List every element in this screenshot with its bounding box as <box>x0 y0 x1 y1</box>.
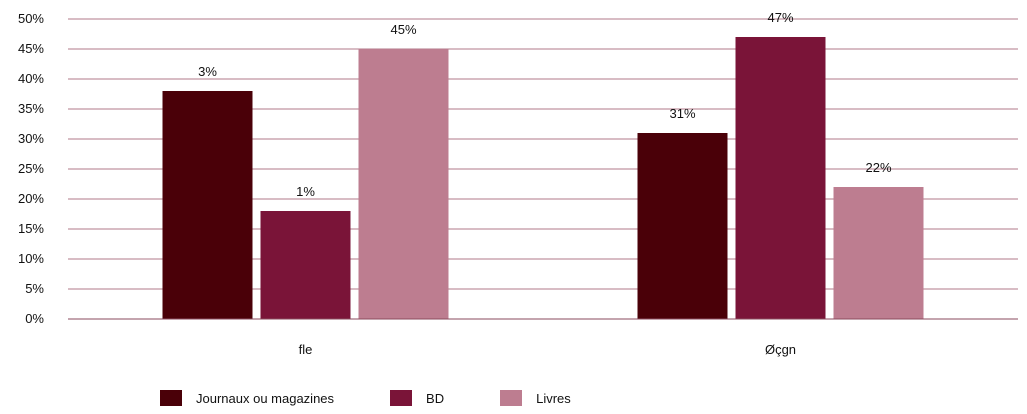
bar-livres-0 <box>358 49 449 319</box>
data-label: 22% <box>865 160 891 175</box>
legend-swatch <box>160 390 182 406</box>
category-label: Øçgn <box>765 342 796 357</box>
data-label: 3% <box>198 64 217 79</box>
legend-swatch <box>500 390 523 406</box>
y-tick-label: 50% <box>18 11 44 26</box>
y-tick-label: 20% <box>18 191 44 206</box>
legend-label: BD <box>426 390 445 406</box>
y-tick-label: 5% <box>25 281 44 296</box>
bar-bd-1 <box>735 37 826 319</box>
y-axis-ticks: 0% 5% 10% 15% 20% 25% 30% 35% 40% 45% 50% <box>18 11 44 326</box>
y-tick-label: 45% <box>18 41 44 56</box>
y-tick-label: 0% <box>25 311 44 326</box>
bar-livres-1 <box>833 187 924 319</box>
legend-label: Livres <box>536 390 571 406</box>
legend-label: Journaux ou magazines <box>196 390 335 406</box>
bar-bd-0 <box>260 211 351 319</box>
y-tick-label: 10% <box>18 251 44 266</box>
data-label: 47% <box>767 10 793 25</box>
data-label: 31% <box>669 106 695 121</box>
legend-item: Livres <box>500 390 571 406</box>
category-label: fle <box>299 342 313 357</box>
data-labels: 3% 1% 45% 31% 47% 22% <box>198 10 892 199</box>
y-tick-label: 30% <box>18 131 44 146</box>
data-label: 45% <box>390 22 416 37</box>
y-tick-label: 15% <box>18 221 44 236</box>
category-labels: fle Øçgn <box>299 342 796 357</box>
legend-item: BD <box>390 390 444 406</box>
y-tick-label: 35% <box>18 101 44 116</box>
legend: Journaux ou magazines BD Livres <box>160 390 627 406</box>
bar-journaux-ou-magazines-1 <box>637 133 728 319</box>
bar-journaux-ou-magazines-0 <box>162 91 253 319</box>
data-label: 1% <box>296 184 315 199</box>
legend-swatch <box>390 390 413 406</box>
bars <box>162 37 924 319</box>
legend-item: Journaux ou magazines <box>160 390 334 406</box>
y-tick-label: 25% <box>18 161 44 176</box>
y-tick-label: 40% <box>18 71 44 86</box>
